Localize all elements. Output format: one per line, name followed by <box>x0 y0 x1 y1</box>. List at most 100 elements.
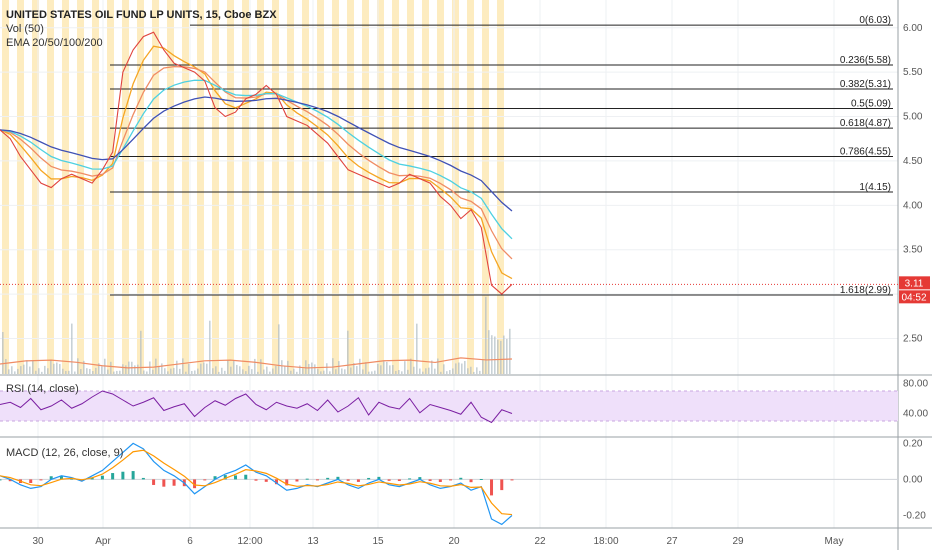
volume-bar <box>353 363 355 374</box>
volume-bar <box>134 365 136 374</box>
macd-histogram-bar <box>8 479 12 482</box>
volume-bar <box>395 370 397 374</box>
volume-bar <box>419 368 421 374</box>
volume-bar <box>239 366 241 374</box>
time-tick-label: 20 <box>448 536 460 547</box>
volume-bar <box>50 360 52 374</box>
session-shade-band <box>317 0 324 374</box>
ema-200-line <box>0 96 513 212</box>
volume-bar <box>35 370 37 374</box>
time-tick-label: 30 <box>32 536 44 547</box>
volume-bar <box>374 370 376 374</box>
volume-bar <box>437 358 439 374</box>
volume-bar <box>290 370 292 374</box>
volume-bar <box>410 358 412 374</box>
time-tick-label: 29 <box>732 536 744 547</box>
volume-bar <box>188 363 190 374</box>
session-shade-band <box>2 0 9 374</box>
volume-bar <box>83 360 85 374</box>
macd-histogram-bar <box>0 479 2 481</box>
price-tick-label: 2.50 <box>903 333 923 344</box>
macd-histogram-bar <box>59 476 63 480</box>
volume-bar <box>47 368 49 374</box>
volume-bar <box>467 368 469 374</box>
rsi-indicator-label[interactable]: RSI (14, close) <box>6 383 79 395</box>
volume-bar <box>377 363 379 374</box>
macd-histogram-bar <box>29 479 33 483</box>
volume-bar <box>338 361 340 374</box>
macd-histogram-bar <box>264 479 268 482</box>
price-tick-label: 4.50 <box>903 156 923 167</box>
macd-histogram-bar <box>428 479 432 481</box>
macd-histogram-bar <box>49 476 53 480</box>
session-shade-band <box>107 0 114 374</box>
volume-bar <box>26 360 28 374</box>
time-tick-label: 6 <box>187 536 193 547</box>
volume-bar <box>179 368 181 374</box>
volume-bar <box>491 335 493 374</box>
fib-label-0.618: 0.618(4.87) <box>840 118 891 129</box>
session-shade-band <box>422 0 429 374</box>
macd-histogram-bar <box>490 479 494 496</box>
macd-tick-label: -0.20 <box>903 510 926 521</box>
volume-bar <box>233 360 235 374</box>
volume-bar <box>161 363 163 374</box>
volume-bar <box>110 361 112 374</box>
time-tick-label: 22 <box>534 536 546 547</box>
volume-bar <box>302 368 304 374</box>
fibonacci-levels: 0(6.03) 0.236(5.58) 0.382(5.31) 0.5(5.09) 0.… <box>110 15 893 296</box>
volume-bar <box>254 358 256 374</box>
volume-bar <box>344 369 346 374</box>
macd-histogram-bar <box>418 477 422 480</box>
fib-label-0.5: 0.5(5.09) <box>851 99 891 110</box>
volume-bar <box>59 364 61 374</box>
macd-histogram-bar <box>459 477 463 480</box>
session-shade-band <box>347 0 354 374</box>
macd-histogram-bar <box>500 479 504 491</box>
time-tick-label: 27 <box>666 536 678 547</box>
price-line <box>0 31 513 295</box>
macd-histogram-bar <box>234 475 238 480</box>
macd-histogram-bar <box>203 479 207 481</box>
volume-bar <box>260 359 262 374</box>
volume-bar <box>227 360 229 374</box>
session-shade-band <box>437 0 444 374</box>
current-price-text: 3.11 <box>905 278 924 289</box>
volume-bar <box>440 371 442 374</box>
volume-bar <box>506 338 508 374</box>
volume-bar <box>107 369 109 374</box>
volume-bar <box>329 371 331 374</box>
volume-bar <box>296 371 298 374</box>
macd-histogram-bar <box>285 479 289 486</box>
macd-indicator-label[interactable]: MACD (12, 26, close, 9) <box>6 447 124 459</box>
macd-histogram-bar <box>70 478 74 480</box>
volume-bar <box>32 360 34 374</box>
session-shade-band <box>212 0 219 374</box>
rsi-line <box>0 390 513 424</box>
macd-histogram-bar <box>315 479 319 481</box>
macd-histogram-bar <box>356 479 360 482</box>
volume-bar <box>341 368 343 374</box>
volume-indicator-label[interactable]: Vol (50) <box>6 23 44 35</box>
session-shade-band <box>77 0 84 374</box>
macd-histogram-bar <box>141 477 145 480</box>
volume-bar <box>383 361 385 374</box>
ema-indicator-label[interactable]: EMA 20/50/100/200 <box>6 37 103 49</box>
macd-histogram-bar <box>438 479 442 482</box>
volume-bar <box>143 370 145 374</box>
volume-bar <box>380 365 382 374</box>
axes[interactable]: 6.00 5.50 5.00 4.50 4.00 3.50 2.50 80.00 40.00 0.… <box>32 23 928 547</box>
macd-histogram-bar <box>152 479 156 485</box>
volume-bar <box>413 366 415 374</box>
volume-bar <box>269 371 271 374</box>
session-shading <box>2 0 504 374</box>
volume-bar <box>101 366 103 374</box>
macd-histogram-bar <box>367 477 371 480</box>
macd-histogram-bar <box>336 476 340 480</box>
volume-bar <box>392 365 394 374</box>
macd-histogram-bar <box>111 473 115 480</box>
volume-bar <box>209 320 211 374</box>
volume-bar <box>203 362 205 374</box>
volume-bar <box>164 368 166 374</box>
